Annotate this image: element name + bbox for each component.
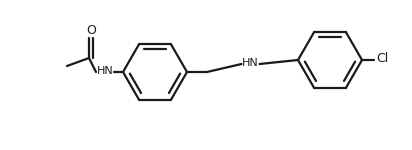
Text: O: O: [86, 24, 96, 38]
Text: HN: HN: [242, 58, 259, 68]
Text: Cl: Cl: [376, 52, 388, 66]
Text: HN: HN: [97, 66, 113, 76]
